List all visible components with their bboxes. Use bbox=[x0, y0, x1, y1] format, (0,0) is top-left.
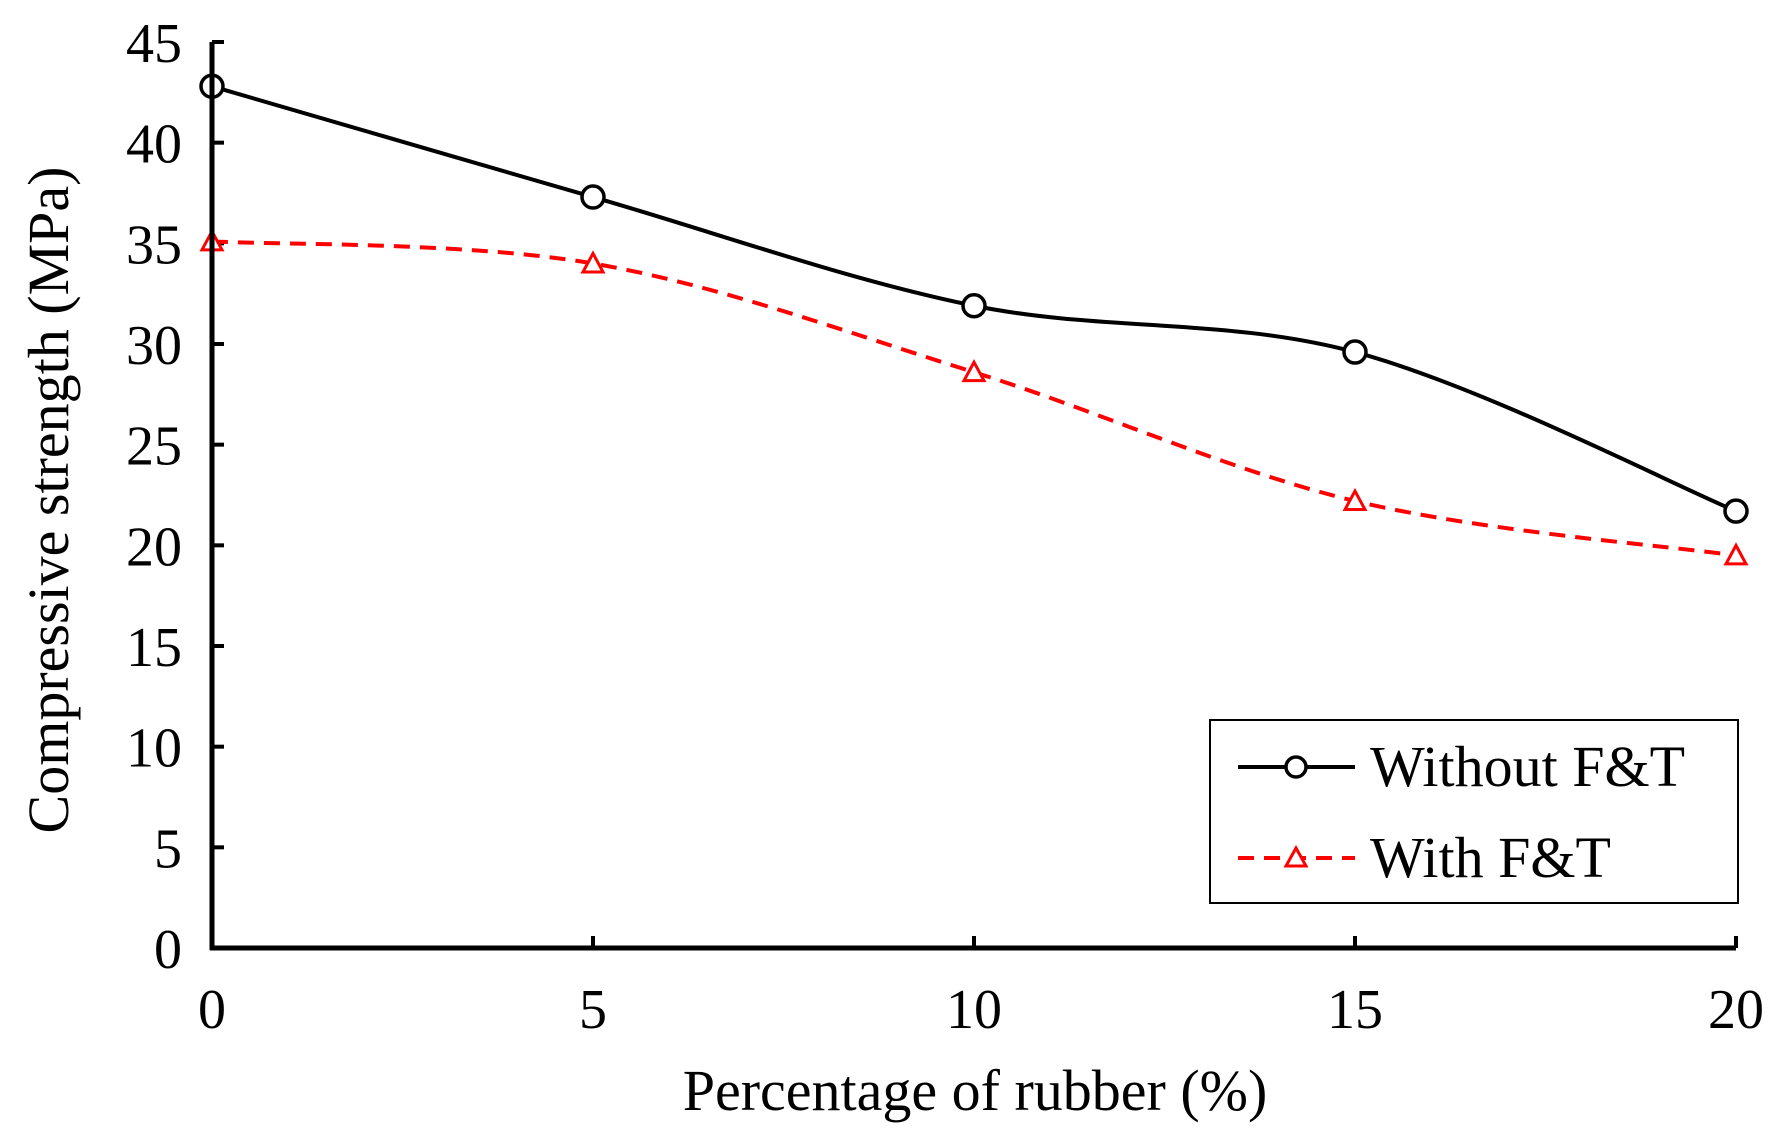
x-tick-label: 0 bbox=[198, 979, 226, 1041]
y-tick-label: 45 bbox=[126, 13, 182, 75]
y-tick-label: 15 bbox=[126, 617, 182, 679]
legend-label-without-ft: Without F&T bbox=[1370, 734, 1685, 799]
series-layer bbox=[199, 73, 1749, 566]
x-tick-label: 5 bbox=[579, 979, 607, 1041]
data-point-without-f-t bbox=[580, 184, 606, 210]
data-point-with-f-t bbox=[961, 359, 987, 383]
y-tick-label: 25 bbox=[126, 416, 182, 478]
data-point-with-f-t bbox=[1723, 542, 1749, 566]
legend-marker-circle bbox=[1284, 755, 1308, 779]
data-point-without-f-t bbox=[1342, 339, 1368, 365]
legend-box bbox=[1209, 719, 1739, 904]
series-line-with-f-t bbox=[211, 239, 1737, 558]
y-tick-label: 5 bbox=[154, 818, 182, 880]
y-tick-label: 10 bbox=[126, 718, 182, 780]
y-axis-ticks: 0 5 10 15 20 25 30 35 40 45 bbox=[126, 13, 224, 981]
y-axis-title: Compressive strength (MPa) bbox=[16, 167, 81, 834]
data-point-with-f-t bbox=[580, 250, 606, 274]
data-point-with-f-t bbox=[1342, 487, 1368, 512]
legend-label-with-ft: With F&T bbox=[1370, 825, 1611, 890]
legend: Without F&T With F&T bbox=[1209, 719, 1739, 904]
x-tick-label: 10 bbox=[946, 979, 1002, 1041]
x-tick-label: 15 bbox=[1327, 979, 1383, 1041]
x-axis-ticks: 0 5 10 15 20 bbox=[198, 936, 1764, 1041]
y-tick-label: 0 bbox=[154, 919, 182, 981]
y-tick-label: 20 bbox=[126, 516, 182, 578]
y-tick-label: 35 bbox=[126, 214, 182, 276]
data-point-without-f-t bbox=[1723, 498, 1749, 524]
y-tick-label: 40 bbox=[126, 114, 182, 176]
x-axis-title: Percentage of rubber (%) bbox=[683, 1058, 1268, 1123]
legend-marker-triangle bbox=[1283, 844, 1309, 868]
x-tick-label: 20 bbox=[1708, 979, 1764, 1041]
y-tick-label: 30 bbox=[126, 315, 182, 377]
data-point-without-f-t bbox=[961, 292, 987, 319]
